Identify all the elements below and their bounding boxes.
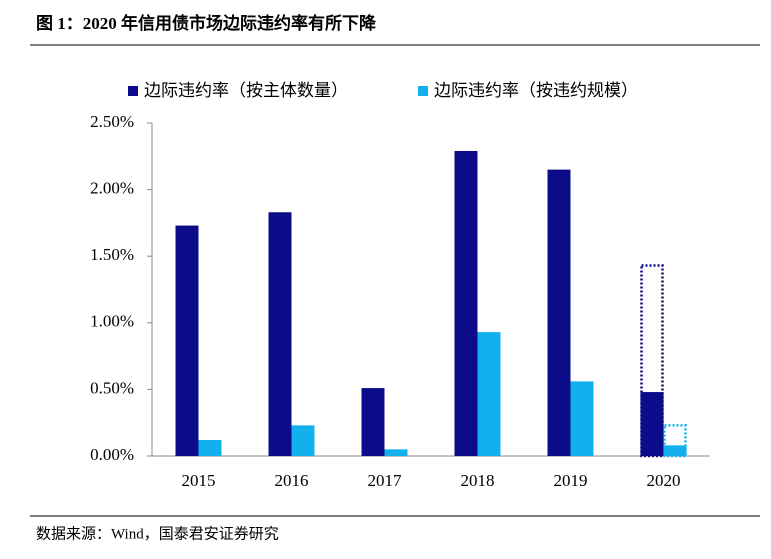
y-tick-label: 1.00% — [90, 312, 134, 331]
x-tick-label: 2015 — [182, 471, 216, 490]
legend-label: 边际违约率（按主体数量） — [144, 81, 348, 100]
bar — [175, 225, 199, 456]
bar — [547, 169, 571, 456]
bar — [361, 388, 385, 456]
outline-bar — [663, 424, 687, 458]
bar — [477, 332, 501, 456]
x-tick-label: 2018 — [461, 471, 495, 490]
x-tick-label: 2019 — [554, 471, 588, 490]
bar — [454, 150, 478, 457]
bar — [663, 445, 687, 456]
bar — [640, 392, 664, 456]
x-tick-label: 2017 — [368, 471, 403, 490]
x-tick-label: 2016 — [275, 471, 309, 490]
legend-label: 边际违约率（按违约规模） — [434, 81, 638, 100]
bar — [291, 425, 315, 456]
bar — [570, 381, 594, 456]
y-tick-label: 0.50% — [90, 378, 134, 397]
bar — [384, 449, 408, 456]
legend-swatch — [418, 86, 428, 96]
bar — [198, 440, 222, 456]
y-tick-label: 0.00% — [90, 445, 134, 464]
y-tick-label: 1.50% — [90, 245, 134, 264]
outline-bar — [640, 264, 664, 458]
bar — [268, 212, 292, 456]
y-tick-label: 2.00% — [90, 179, 134, 198]
chart-title: 图 1：2020 年信用债市场边际违约率有所下降 — [36, 13, 377, 33]
x-tick-label: 2020 — [647, 471, 681, 490]
legend-swatch — [128, 86, 138, 96]
source-note: 数据来源：Wind，国泰君安证券研究 — [36, 525, 279, 542]
y-tick-label: 2.50% — [90, 112, 134, 131]
